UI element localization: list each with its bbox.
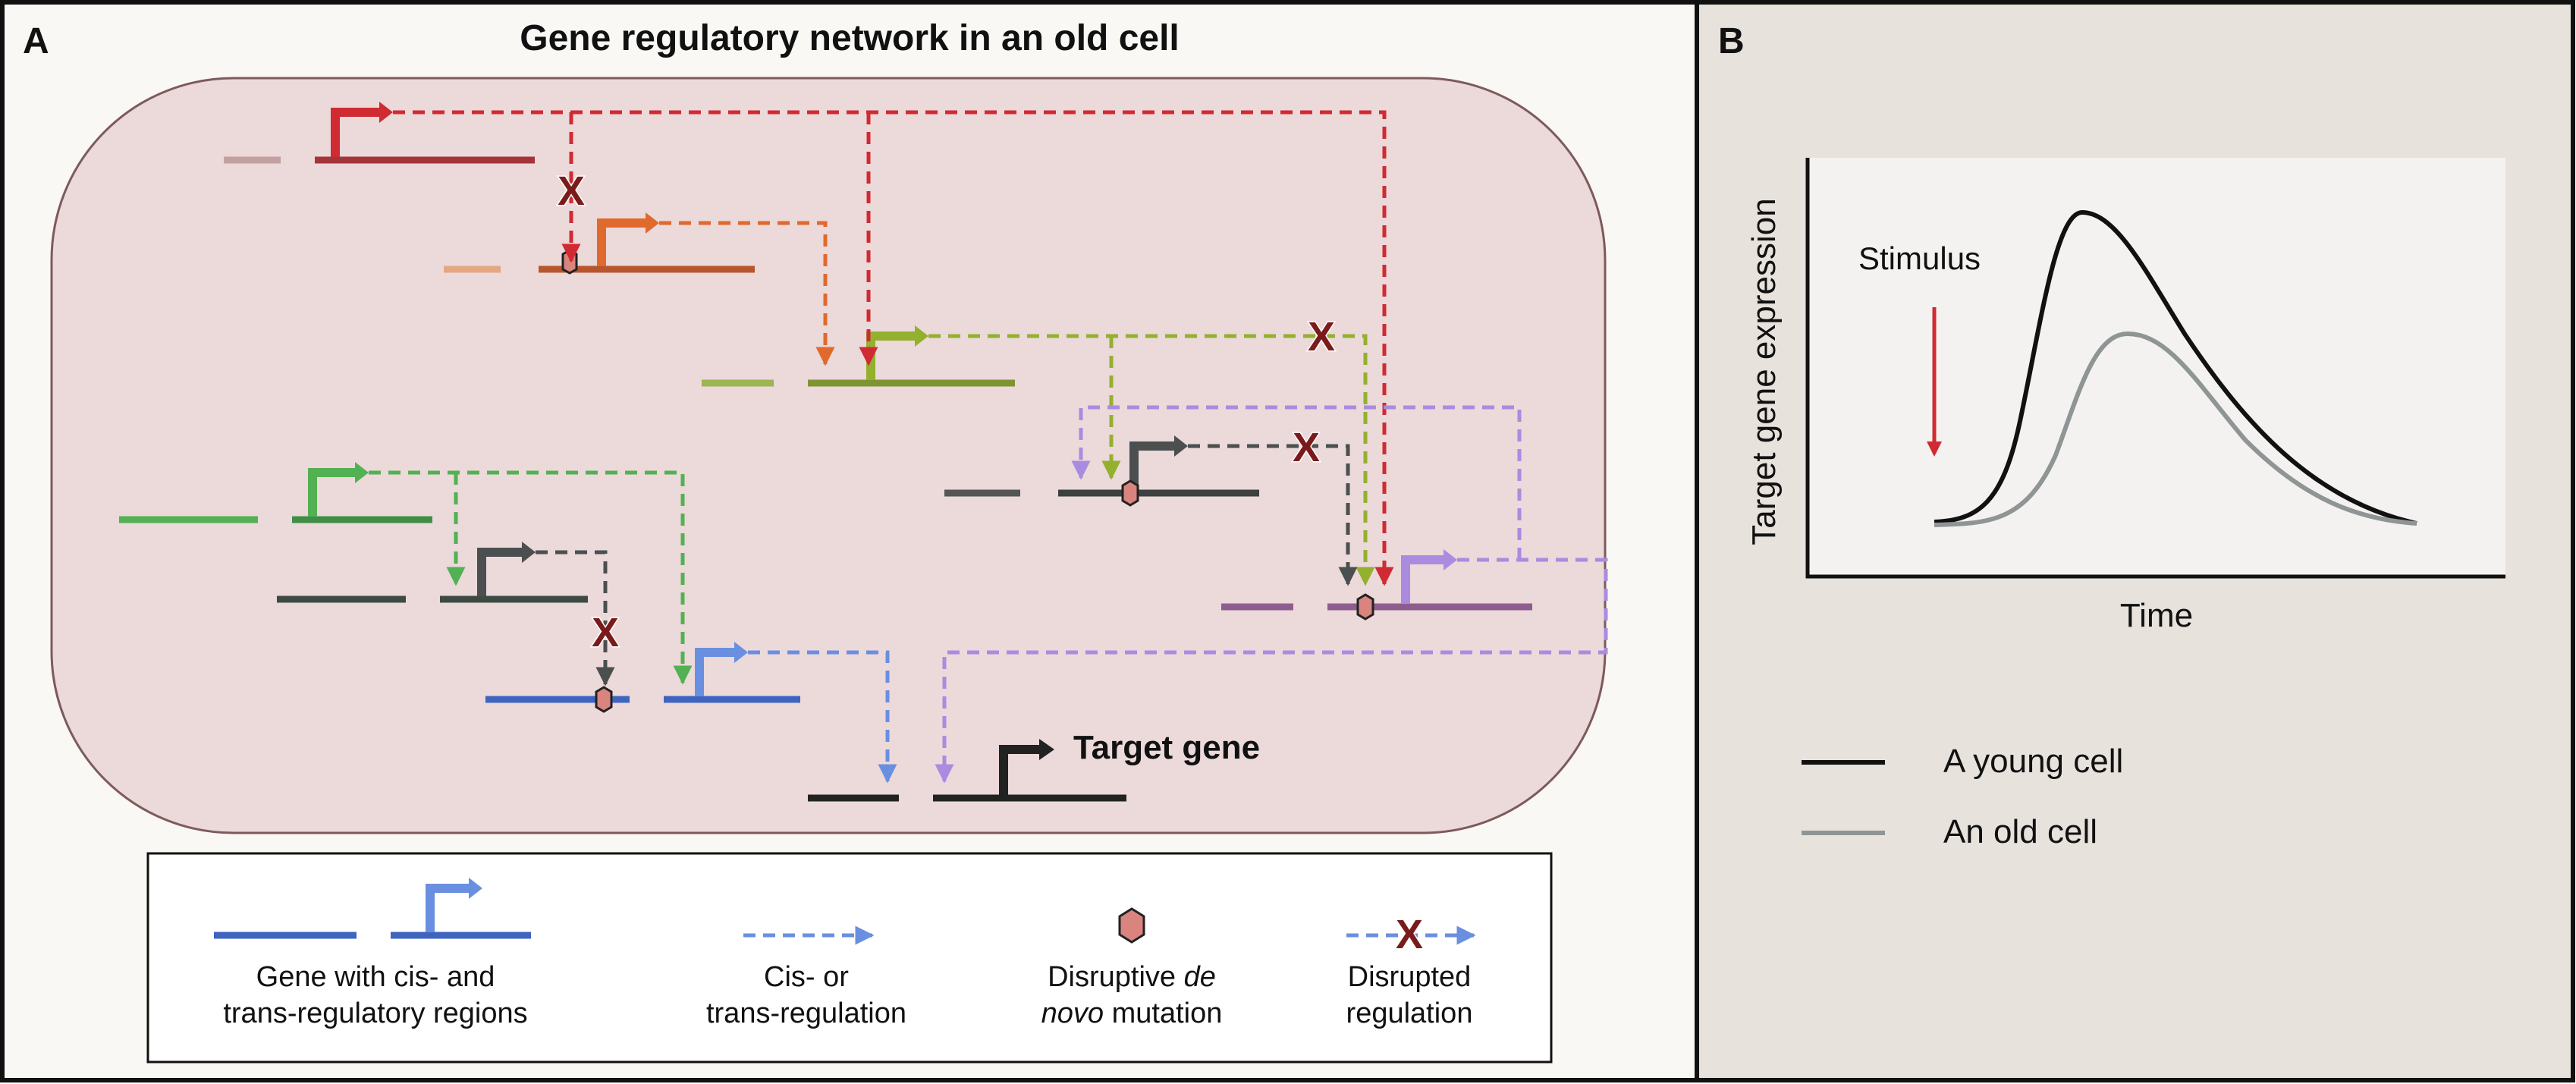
legend-gene-line1: Gene with cis- and (256, 961, 495, 993)
legend-old-label: An old cell (1943, 813, 2097, 850)
legend-mut-pre: Disruptive (1048, 961, 1184, 993)
promoter-arrow-icon (999, 745, 1041, 795)
legend-box (146, 852, 1553, 1064)
curve-young-cell (1934, 209, 2417, 526)
gene-dark-left (277, 542, 588, 603)
legend-dis-line1: Disrupted (1348, 961, 1472, 993)
legend-gene: Gene with cis- and trans-regulatory regi… (214, 878, 531, 1029)
cell-body (50, 77, 1607, 834)
legend-dis-line2: regulation (1346, 998, 1473, 1029)
promoter-arrow-icon (1129, 441, 1176, 490)
svg-text:novo mutation: novo mutation (1041, 998, 1223, 1029)
promoter-arrow-icon (308, 468, 357, 517)
promoter-arrow-icon (426, 884, 470, 932)
stimulus-label: Stimulus (1858, 240, 1981, 276)
promoter-arrow-icon (1401, 555, 1445, 604)
gene-red (224, 102, 535, 164)
legend-reg-line2: trans-regulation (706, 998, 906, 1029)
legend-regulation: Cis- or trans-regulation (706, 925, 906, 1029)
x-mark-icon: X (1293, 425, 1320, 470)
gene-green (119, 462, 432, 523)
legend-reg-line1: Cis- or (764, 961, 849, 993)
x-mark-icon: X (558, 168, 585, 214)
x-axis-label: Time (2120, 597, 2193, 634)
legend-mut-em1: de (1184, 961, 1216, 993)
gene-dark-mid (944, 435, 1259, 507)
target-gene-label: Target gene (1073, 729, 1260, 766)
gene-target: Target gene (808, 729, 1260, 802)
y-axis-label: Target gene expression (1745, 198, 1783, 545)
promoter-arrow-icon (695, 648, 736, 696)
gene-purple (1221, 549, 1532, 621)
promoter-arrow-icon (331, 108, 381, 157)
svg-text:Disruptive de: Disruptive de (1048, 961, 1216, 993)
panel-a-title: Gene regulatory network in an old cell (520, 18, 1180, 58)
legend-gene-line2: trans-regulatory regions (223, 998, 527, 1029)
legend-mutation: Disruptive de novo mutation (1041, 907, 1223, 1029)
x-mark-icon: X (1308, 314, 1335, 360)
legend-young-label: A young cell (1943, 743, 2123, 780)
legend-disrupted: X Disrupted regulation (1346, 911, 1476, 1029)
promoter-arrow-icon (597, 218, 647, 266)
gene-blue (485, 642, 800, 713)
x-mark-icon: X (592, 610, 619, 655)
panel-a-letter: A (23, 21, 49, 61)
plot-axes (1805, 158, 2505, 579)
x-mark-icon: X (1396, 912, 1423, 957)
panel-b-letter: B (1718, 21, 1745, 61)
hexagon-mutation-icon (1356, 593, 1374, 621)
legend-mut-post: mutation (1104, 998, 1222, 1029)
hexagon-mutation-icon (595, 686, 613, 713)
plot-area (1808, 158, 2505, 577)
legend-mut-em2: novo (1041, 998, 1104, 1029)
promoter-arrow-icon (477, 548, 523, 596)
curve-old-cell-line (1934, 331, 2417, 527)
hexagon-mutation-icon (1121, 479, 1139, 507)
hexagon-mutation-icon (1118, 907, 1145, 944)
regulation-arrows (369, 110, 1608, 784)
